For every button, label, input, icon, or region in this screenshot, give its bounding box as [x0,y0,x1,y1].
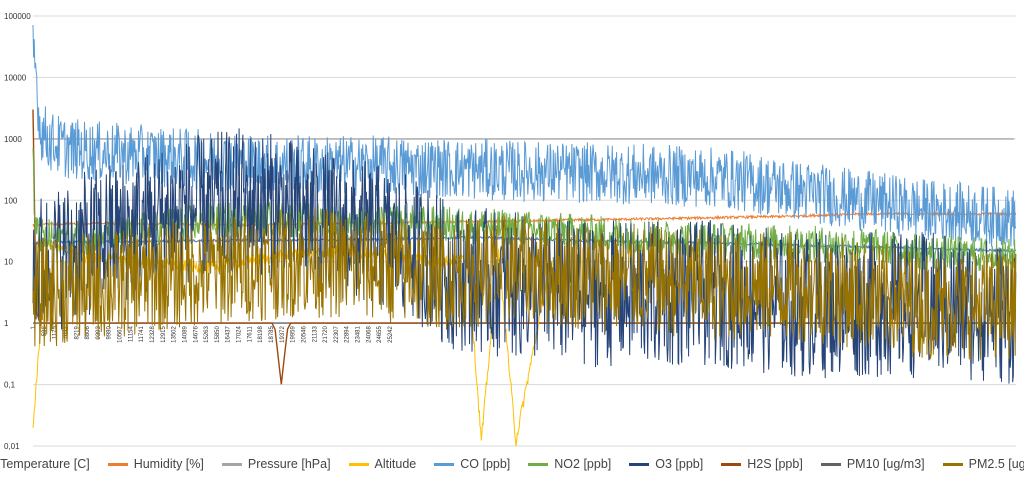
x-tick-label: 22894 [345,325,351,342]
legend-label: Humidity [%] [133,457,204,471]
legend-label: Pressure [hPa] [247,457,331,471]
x-tick-label: 8806 [85,325,91,339]
y-tick-label: 10000 [4,73,27,82]
x-tick-label: 17611 [247,325,253,342]
legend-swatch [348,462,369,466]
x-tick-label: 13502 [172,325,178,342]
chart-legend: Temperature [C] Humidity [%] Pressure [hPa… [0,452,1024,476]
x-tick-label: 23481 [356,325,362,342]
x-tick-label: 10567 [118,325,124,342]
series-line [32,24,1017,247]
x-tick-label: 1 [31,325,37,329]
legend-label: CO [ppb] [460,457,511,471]
legend-item: CO [ppb] [434,457,510,471]
x-tick-label: 11741 [139,325,145,342]
legend-swatch [221,462,242,466]
legend-label: Altitude [374,457,417,471]
x-tick-label: 15263 [204,325,210,342]
y-tick-label: 0,1 [4,381,16,390]
y-tick-label: 0,01 [4,442,20,451]
legend-item: PM2.5 [ug/m3] [942,457,1024,471]
x-tick-label: 9393 [96,325,102,339]
legend-label: PM2.5 [ug/m3] [968,457,1024,471]
x-tick-label: 17024 [237,325,243,342]
x-tick-label: 24655 [377,325,383,342]
x-tick-label: 21720 [323,325,329,342]
legend-item: H2S [ppb] [721,457,803,471]
x-tick-label: 14089 [182,325,188,342]
legend-item: Pressure [hPa] [221,457,331,471]
y-tick-label: 100000 [4,12,31,21]
legend-swatch [721,462,742,466]
x-tick-label: 12328 [150,325,156,342]
x-tick-label: 18785 [269,325,275,342]
x-tick-label: 14676 [193,325,199,342]
legend-item: Altitude [348,457,417,471]
x-tick-label: 24068 [366,325,372,342]
x-tick-label: 19959 [291,325,297,342]
legend-swatch [629,462,650,466]
x-tick-label: 25242 [388,325,394,342]
legend-item: Temperature [C] [0,457,90,471]
legend-label: NO2 [ppb] [554,457,612,471]
legend-swatch [434,462,455,466]
legend-label: Temperature [C] [0,457,90,471]
x-tick-label: 11154 [128,325,134,341]
x-tick-label: 20546 [301,325,307,342]
legend-item: PM10 [ug/m3] [820,457,925,471]
x-tick-label: 15850 [215,325,221,342]
y-tick-label: 1000 [4,135,22,144]
legend-item: Humidity [%] [107,457,204,471]
legend-item: NO2 [ppb] [528,457,611,471]
x-tick-label: 9980 [107,325,113,339]
x-tick-label: 19372 [280,325,286,342]
y-tick-label: 100 [4,196,18,205]
legend-swatch [528,462,549,466]
x-tick-label: 22307 [334,325,340,342]
legend-swatch [942,462,963,466]
y-tick-label: 10 [4,258,13,267]
legend-label: H2S [ppb] [747,457,803,471]
x-tick-label: 16437 [226,325,232,342]
y-tick-label: 1 [4,319,9,328]
x-tick-label: 21133 [312,325,318,342]
legend-swatch [820,462,841,466]
legend-item: O3 [ppb] [629,457,703,471]
legend-label: PM10 [ug/m3] [846,457,925,471]
legend-label: O3 [ppb] [655,457,704,471]
series-line [32,208,1017,360]
x-tick-label: 8219 [74,325,80,339]
legend-swatch [107,462,128,466]
x-tick-label: 12915 [161,325,167,342]
x-tick-label: 18198 [258,325,264,342]
